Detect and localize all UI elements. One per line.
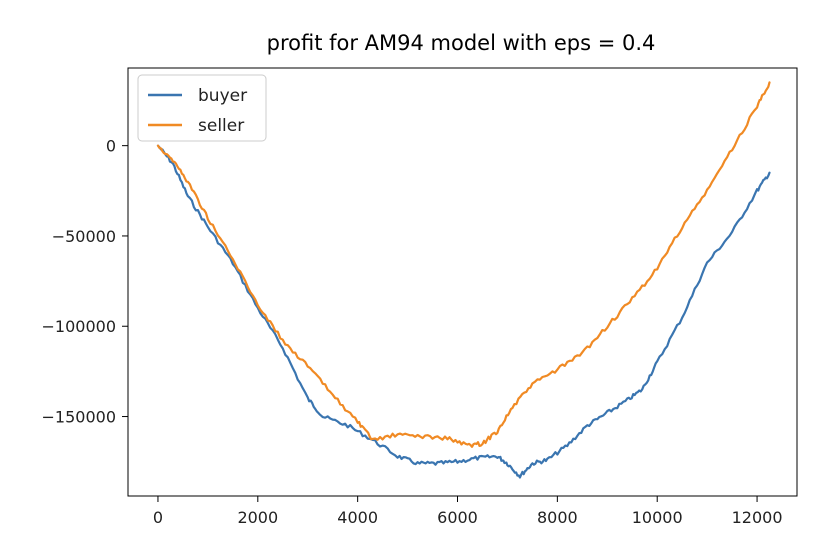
plot-frame [127,67,798,497]
legend-label-seller: seller [198,116,244,136]
axes-layer: 0 2000 4000 6000 8000 10000 12000 0 −50000 −10000… [42,67,798,527]
legend: buyer seller [137,74,267,142]
x-tick-label: 0 [153,508,163,527]
chart-title: profit for AM94 model with eps = 0.4 [267,31,656,55]
series-line-seller [156,81,771,448]
x-tick-label: 6000 [437,508,478,527]
legend-label-buyer: buyer [198,86,247,106]
x-tick-label: 10000 [632,508,683,527]
y-tick-label: −150000 [42,408,116,427]
y-tick-label: 0 [106,137,116,156]
x-tick-label: 12000 [732,508,783,527]
y-tick-label: −50000 [52,227,116,246]
x-tick-label: 8000 [537,508,578,527]
x-tick-label: 4000 [337,508,378,527]
x-tick-label: 2000 [237,508,278,527]
series-layer [156,81,771,479]
series-line-buyer [156,144,771,479]
y-tick-label: −100000 [42,317,116,336]
